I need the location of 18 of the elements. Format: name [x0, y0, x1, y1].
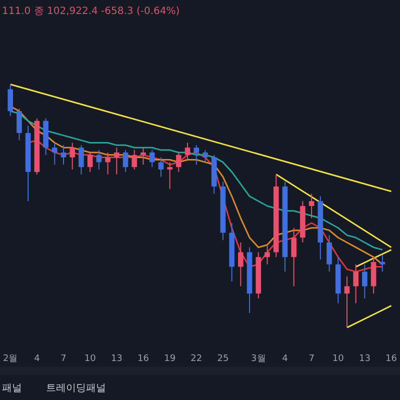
x-tick-label: 4 [282, 354, 288, 364]
x-tick-label: 3월 [251, 354, 266, 364]
x-tick-label: 10 [332, 354, 344, 364]
x-tick-label: 16 [138, 354, 150, 364]
x-tick-label: 19 [164, 354, 176, 364]
x-tick-label: 16 [386, 354, 398, 364]
text: 패널 [2, 382, 22, 395]
x-tick-label: 22 [190, 354, 202, 364]
x-tick-label: 7 [308, 354, 314, 364]
x-tick-label: 13 [358, 354, 370, 364]
x-tick-label: 10 [84, 354, 96, 364]
x-tick-label: 13 [110, 354, 122, 364]
x-tick-label: 2월 [2, 354, 18, 364]
x-tick-label: 7 [60, 354, 66, 364]
text: 111.0 종 102,922.4 -658.3 (-0.64%) [1, 5, 181, 19]
text: 트레이딩패널 [46, 382, 106, 395]
x-tick-label: 4 [34, 354, 40, 364]
x-tick-label: 25 [217, 354, 229, 364]
